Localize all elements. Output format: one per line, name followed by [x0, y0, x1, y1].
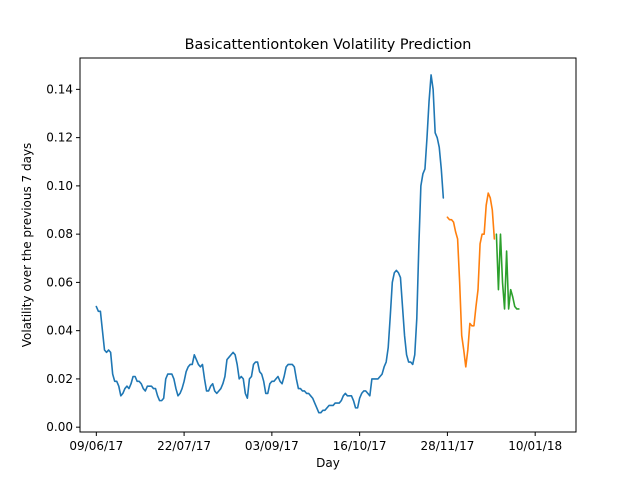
x-tick-label: 10/01/18	[508, 439, 562, 453]
y-tick-label: 0.00	[46, 420, 73, 434]
x-tick-label: 22/07/17	[157, 439, 211, 453]
x-tick-label: 16/10/17	[333, 439, 387, 453]
y-tick-label: 0.06	[46, 275, 73, 289]
series-line-1	[95, 74, 445, 414]
series-line-3	[495, 233, 520, 310]
x-tick-label: 03/09/17	[245, 439, 299, 453]
y-tick-label: 0.14	[46, 82, 73, 96]
y-tick-label: 0.08	[46, 227, 73, 241]
plot-frame	[79, 57, 577, 433]
series-line-2	[446, 192, 496, 368]
y-tick-label: 0.10	[46, 179, 73, 193]
x-tick-label: 09/06/17	[69, 439, 123, 453]
chart-title: Basicattentiontoken Volatility Predictio…	[185, 37, 472, 53]
x-tick-label: 28/11/17	[420, 439, 474, 453]
y-tick-label: 0.02	[46, 372, 73, 386]
x-axis-label: Day	[316, 456, 340, 470]
y-tick-label: 0.04	[46, 324, 73, 338]
ticks-layer: 09/06/17 22/07/17 03/09/17 16/10/17 28/11/17…	[46, 82, 562, 453]
y-tick-label: 0.12	[46, 131, 73, 145]
y-axis-label: Volatility over the previous 7 days	[20, 143, 34, 348]
series-layer	[95, 74, 520, 414]
